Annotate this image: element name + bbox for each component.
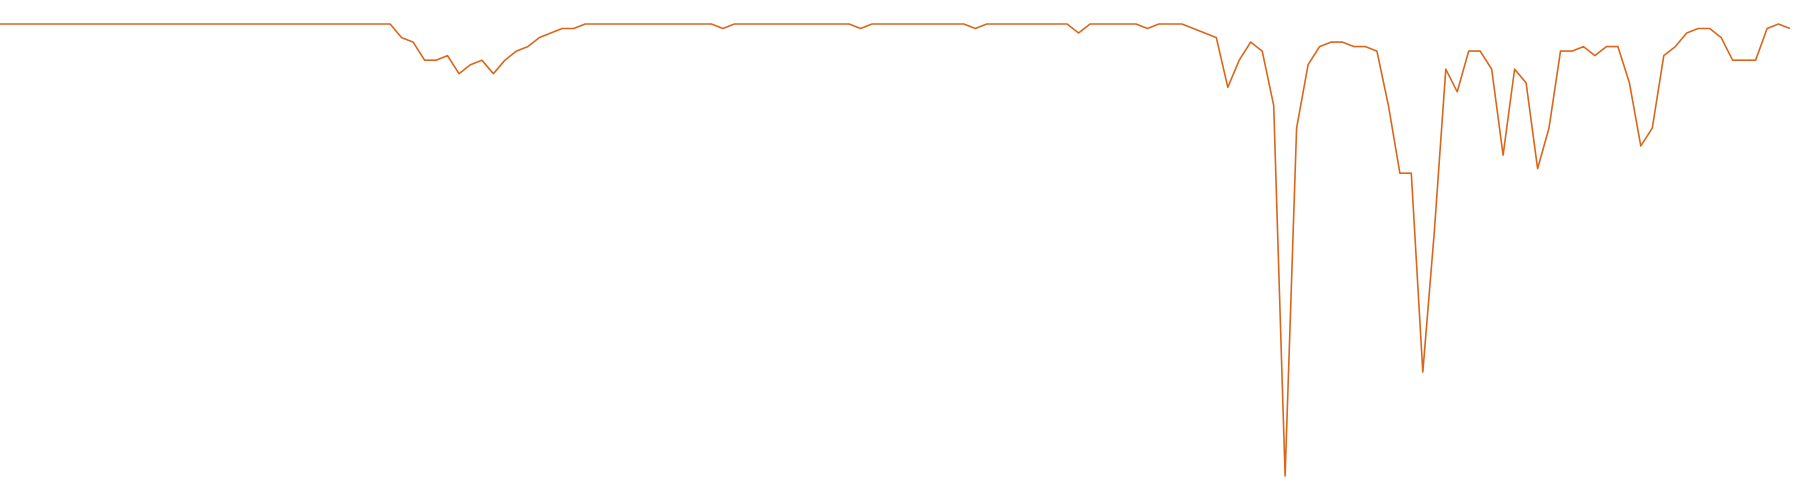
spectrum-line <box>0 23 1791 477</box>
